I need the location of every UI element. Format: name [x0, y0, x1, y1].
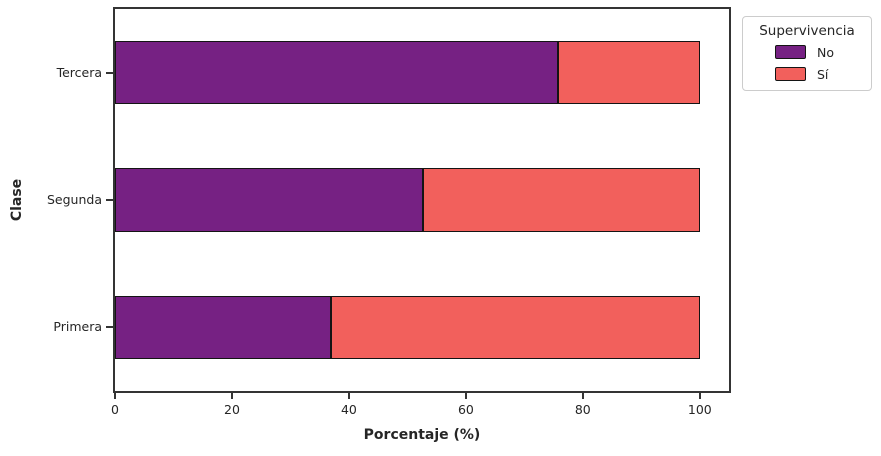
x-axis-label: Porcentaje (%): [363, 427, 481, 443]
y-tick-mark-tercera: [106, 71, 113, 74]
y-tick-label-tercera: Tercera: [56, 64, 102, 80]
x-tick-label-60: 60: [457, 402, 474, 417]
x-tick-mark-0: [114, 393, 116, 399]
legend-swatch-no: [775, 45, 806, 59]
x-tick-label-20: 20: [224, 402, 240, 417]
legend: Supervivencia No Sí: [742, 16, 872, 91]
x-tick-label-80: 80: [574, 402, 591, 417]
x-tick-label-100: 100: [687, 402, 712, 417]
bar-segment-sí-tercera: [558, 40, 700, 105]
plot-area: [113, 7, 731, 393]
x-tick-label-0: 0: [111, 402, 119, 417]
bar-segment-sí-segunda: [423, 168, 700, 232]
legend-swatch-sí: [775, 67, 806, 81]
y-tick-mark-segunda: [106, 199, 113, 201]
x-tick-mark-60: [464, 393, 467, 399]
legend-items: No Sí: [748, 41, 866, 85]
y-tick-label-segunda: Segunda: [47, 191, 102, 207]
x-tick-mark-40: [347, 393, 350, 399]
bars-layer: [115, 9, 729, 391]
y-tick-label-primera: Primera: [53, 319, 102, 335]
x-tick-label-40: 40: [340, 402, 357, 417]
legend-title: Supervivencia: [759, 23, 855, 39]
x-tick-mark-100: [698, 393, 701, 399]
x-tick-mark-80: [581, 393, 584, 399]
legend-label-no: No: [817, 44, 834, 60]
bar-segment-no-segunda: [115, 168, 424, 232]
y-tick-mark-primera: [106, 326, 113, 329]
x-tick-mark-20: [231, 393, 233, 399]
legend-item-sí: Sí: [748, 63, 866, 85]
bar-segment-no-primera: [115, 295, 332, 360]
bar-segment-sí-primera: [331, 295, 700, 360]
legend-label-sí: Sí: [817, 66, 829, 82]
bar-segment-no-tercera: [115, 40, 559, 105]
legend-item-no: No: [748, 41, 866, 63]
